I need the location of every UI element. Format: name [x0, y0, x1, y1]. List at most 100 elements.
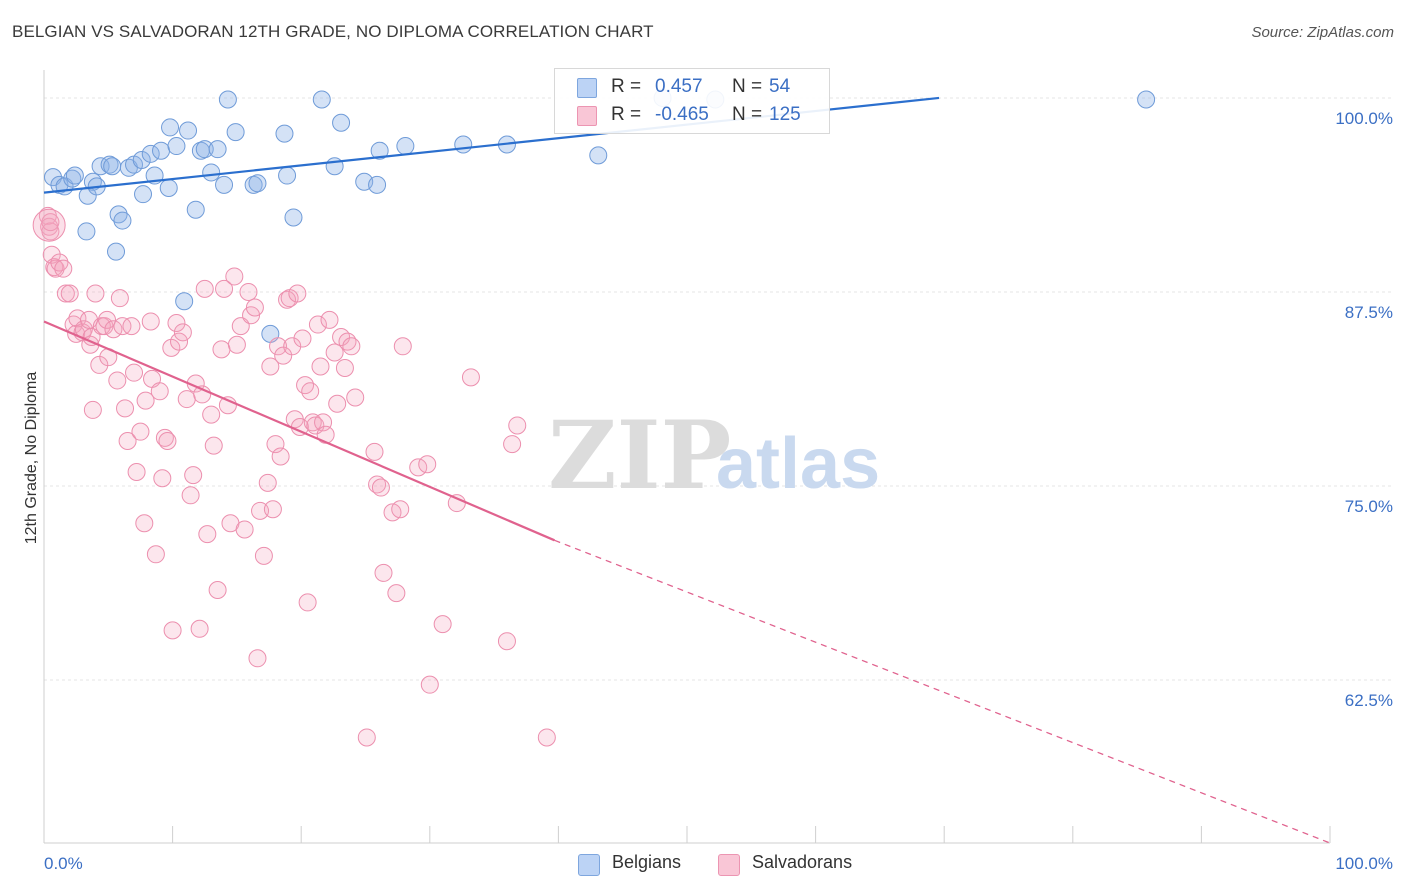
salvadoran-point: [537, 728, 556, 747]
salvadoran-point: [135, 514, 154, 533]
salvadoran-point: [122, 317, 141, 336]
salvadoran-point: [311, 357, 330, 376]
belgian-point: [278, 166, 297, 185]
salvadoran-point: [86, 284, 105, 303]
salvadoran-point: [308, 315, 327, 334]
salvadoran-point: [215, 279, 234, 298]
salvadoran-point: [393, 337, 412, 356]
salvadoran-point: [418, 455, 437, 474]
salvadoran-point: [195, 279, 214, 298]
belgian-point: [103, 157, 122, 176]
salvadoran-point: [248, 649, 267, 668]
belgian-point: [215, 175, 234, 194]
salvadoran-point: [447, 494, 466, 513]
salvadoran-point: [136, 391, 155, 410]
salvadoran-point: [391, 500, 410, 519]
salvadoran-point: [184, 466, 203, 485]
salvadoran-point: [332, 327, 351, 346]
belgian-point: [63, 169, 82, 188]
salvadoran-trend-line: [43, 320, 555, 542]
stats-legend: R = 0.457 N = 54 R = -0.465 N = 125: [554, 68, 830, 134]
legend-n-value-belgians: 54: [769, 76, 791, 97]
salvadoran-point: [163, 621, 182, 640]
salvadoran-point: [365, 442, 384, 461]
salvadoran-point: [41, 222, 60, 241]
belgian-point: [113, 211, 132, 230]
belgian-point: [208, 140, 227, 159]
belgian-point: [368, 175, 387, 194]
legend-r-label: R =: [611, 104, 642, 125]
bottom-legend-label-belgians: Belgians: [612, 852, 682, 872]
salvadoran-point: [497, 632, 516, 651]
belgian-point: [226, 123, 245, 142]
salvadoran-point: [153, 469, 172, 488]
salvadoran-point: [116, 399, 135, 418]
salvadoran-point: [420, 675, 439, 694]
chart-title: BELGIAN VS SALVADORAN 12TH GRADE, NO DIP…: [12, 22, 654, 41]
belgian-point: [248, 174, 267, 193]
salvadoran-point: [108, 371, 127, 390]
belgian-point: [186, 200, 205, 219]
salvadoran-point: [113, 317, 132, 336]
salvadoran-point: [371, 478, 390, 497]
salvadoran-point: [177, 390, 196, 409]
salvadoran-point: [56, 284, 75, 303]
salvadoran-point: [131, 422, 150, 441]
salvadoran-point: [346, 388, 365, 407]
salvadoran-point: [141, 312, 160, 331]
belgian-point: [202, 163, 221, 182]
legend-swatch-salvadorans: [577, 106, 597, 126]
belgian-point: [77, 222, 96, 241]
belgian-point: [152, 141, 171, 160]
salvadoran-point: [461, 368, 480, 387]
salvadoran-point: [155, 428, 174, 447]
legend-r-label: R =: [611, 76, 642, 97]
salvadoran-point: [158, 431, 177, 450]
x-tick-label: 100.0%: [1335, 854, 1393, 873]
y-tick-label: 87.5%: [1345, 303, 1393, 322]
salvadoran-point: [263, 500, 282, 519]
salvadoran-point: [41, 213, 60, 232]
tick-labels: 100.0% 87.5% 75.0% 62.5% 0.0% 100.0%: [44, 109, 1393, 873]
salvadoran-point: [110, 289, 129, 308]
salvadoran-point: [261, 357, 280, 376]
belgian-point: [589, 146, 608, 165]
salvadoran-trend-extension: [554, 539, 1331, 844]
legend-n-value-salvadorans: 125: [769, 104, 801, 125]
salvadoran-point: [328, 394, 347, 413]
legend-n-label: N =: [732, 76, 763, 97]
salvadoran-point: [225, 267, 244, 286]
salvadoran-point-large: [32, 208, 66, 242]
belgian-point: [179, 121, 198, 140]
salvadoran-point: [283, 337, 302, 356]
salvadoran-point: [198, 525, 217, 544]
salvadoran-point: [190, 619, 209, 638]
salvadoran-point: [173, 323, 192, 342]
belgian-point: [284, 208, 303, 227]
salvadoran-point: [288, 284, 307, 303]
watermark-atlas: atlas: [716, 424, 880, 504]
salvadoran-point: [251, 501, 270, 520]
salvadoran-point: [90, 355, 109, 374]
belgian-point: [134, 185, 153, 204]
y-tick-label: 75.0%: [1345, 497, 1393, 516]
salvadoran-point: [325, 343, 344, 362]
belgian-point: [141, 144, 160, 163]
belgian-point: [175, 292, 194, 311]
belgian-point: [218, 90, 237, 109]
salvadoran-point: [320, 310, 339, 329]
salvadoran-point: [181, 486, 200, 505]
belgian-point: [65, 166, 84, 185]
salvadoran-point: [374, 563, 393, 582]
belgian-point: [107, 242, 126, 261]
salvadoran-point: [301, 382, 320, 401]
salvadoran-point: [303, 413, 322, 432]
salvadoran-point: [298, 593, 317, 612]
legend-r-value-belgians: 0.457: [655, 76, 703, 97]
salvadoran-point: [274, 346, 293, 365]
salvadoran-point: [254, 546, 273, 565]
data-points: [32, 88, 1156, 747]
salvadoran-point: [167, 314, 186, 333]
salvadoran-point: [271, 447, 290, 466]
